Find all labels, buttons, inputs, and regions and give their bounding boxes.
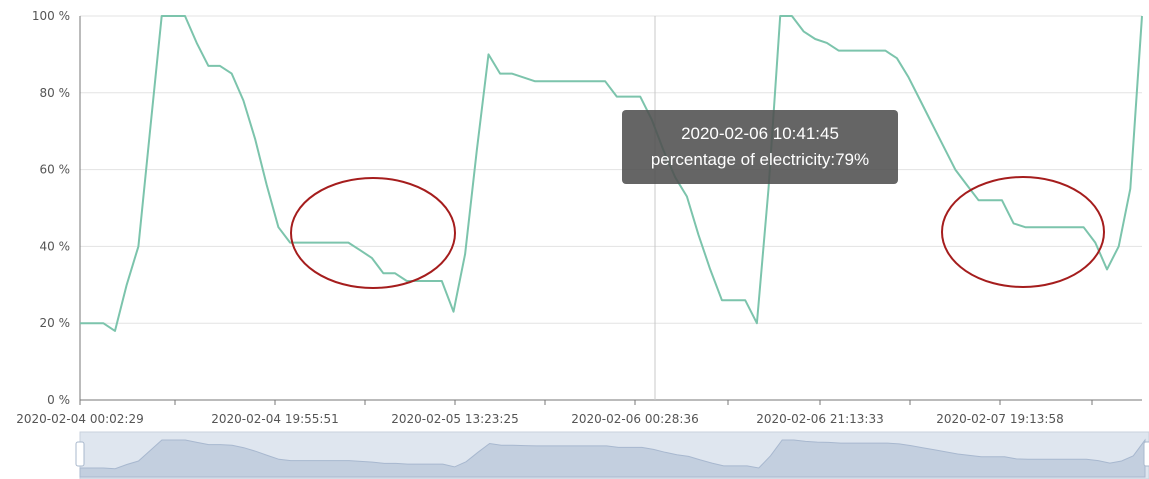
tooltip-value: percentage of electricity:79% (650, 150, 870, 169)
y-tick-label: 80 % (40, 86, 71, 100)
y-tick-label: 40 % (40, 239, 71, 253)
y-tick-label: 60 % (40, 163, 71, 177)
data-zoom-slider[interactable] (75, 431, 1149, 479)
highlight-annotations (290, 176, 1105, 289)
ellipse-highlight (290, 177, 456, 289)
zoom-handle-left[interactable] (75, 441, 85, 467)
series-line-electricity (80, 15, 1143, 332)
grid-lines (80, 15, 1142, 401)
x-axis: 2020-02-04 00:02:29 2020-02-04 19:55:51 20… (16, 16, 1142, 426)
x-tick-label: 2020-02-06 21:13:33 (756, 412, 883, 426)
x-tick-label: 2020-02-07 19:13:58 (936, 412, 1063, 426)
ellipse-highlight (941, 176, 1105, 288)
y-tick-label: 0 % (47, 393, 70, 407)
y-axis-ticks: 0 % 20 % 40 % 60 % 80 % 100 % (32, 9, 70, 407)
y-tick-label: 20 % (40, 316, 71, 330)
x-tick-label: 2020-02-05 13:23:25 (391, 412, 518, 426)
y-tick-label: 100 % (32, 9, 70, 23)
x-tick-label: 2020-02-06 00:28:36 (571, 412, 698, 426)
tooltip-time: 2020-02-06 10:41:45 (681, 124, 839, 143)
zoom-handle-right[interactable] (1143, 441, 1149, 467)
x-tick-label: 2020-02-04 00:02:29 (16, 412, 143, 426)
zoom-preview-area (79, 438, 1146, 478)
x-tick-label: 2020-02-04 19:55:51 (211, 412, 338, 426)
tooltip: 2020-02-06 10:41:45 percentage of electr… (622, 110, 898, 184)
